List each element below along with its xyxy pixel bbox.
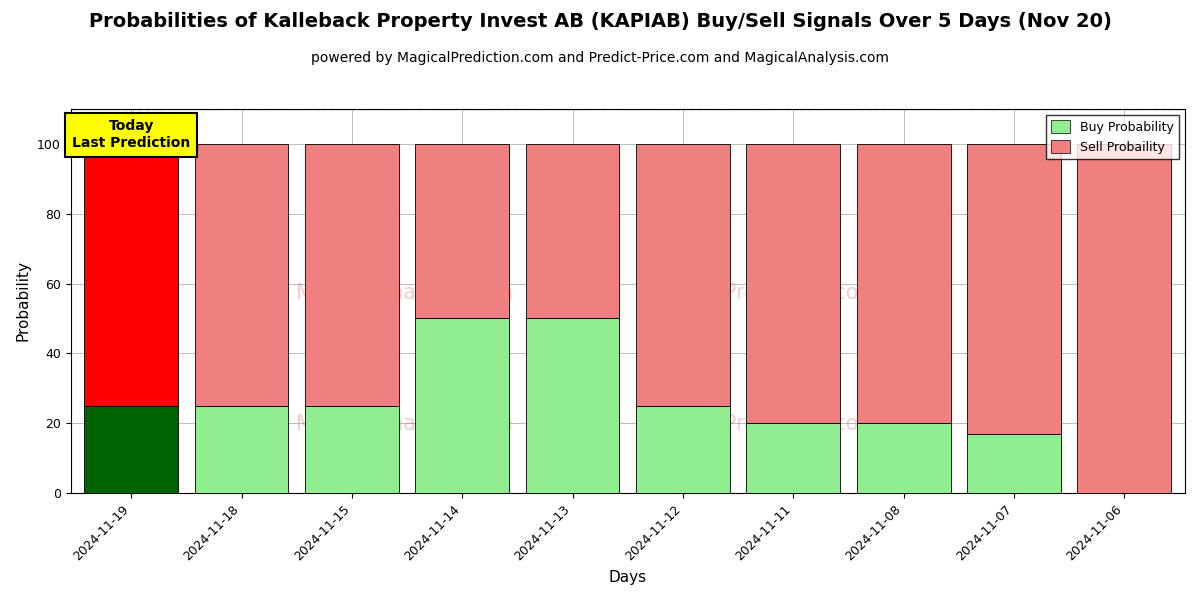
Bar [415,144,509,319]
Bar [305,144,398,406]
Bar [415,319,509,493]
Bar [636,144,730,406]
Bar [636,406,730,493]
Bar [194,144,288,406]
Text: MagicalAnalysis.com: MagicalAnalysis.com [296,283,514,304]
Text: Probabilities of Kalleback Property Invest AB (KAPIAB) Buy/Sell Signals Over 5 D: Probabilities of Kalleback Property Inve… [89,12,1111,31]
Bar [526,144,619,319]
Bar [84,144,178,406]
Bar [857,423,950,493]
Bar [746,144,840,423]
Bar [84,406,178,493]
Text: MagicalAnalysis.com: MagicalAnalysis.com [296,414,514,434]
X-axis label: Days: Days [608,570,647,585]
Text: MagicalPrediction.com: MagicalPrediction.com [644,414,878,434]
Bar [746,423,840,493]
Legend: Buy Probability, Sell Probaility: Buy Probability, Sell Probaility [1046,115,1178,159]
Bar [857,144,950,423]
Text: MagicalPrediction.com: MagicalPrediction.com [644,283,878,304]
Bar [194,406,288,493]
Bar [305,406,398,493]
Text: Today
Last Prediction: Today Last Prediction [72,119,191,149]
Bar [1078,144,1171,493]
Bar [967,434,1061,493]
Y-axis label: Probability: Probability [16,260,30,341]
Text: powered by MagicalPrediction.com and Predict-Price.com and MagicalAnalysis.com: powered by MagicalPrediction.com and Pre… [311,51,889,65]
Bar [526,319,619,493]
Bar [967,144,1061,434]
